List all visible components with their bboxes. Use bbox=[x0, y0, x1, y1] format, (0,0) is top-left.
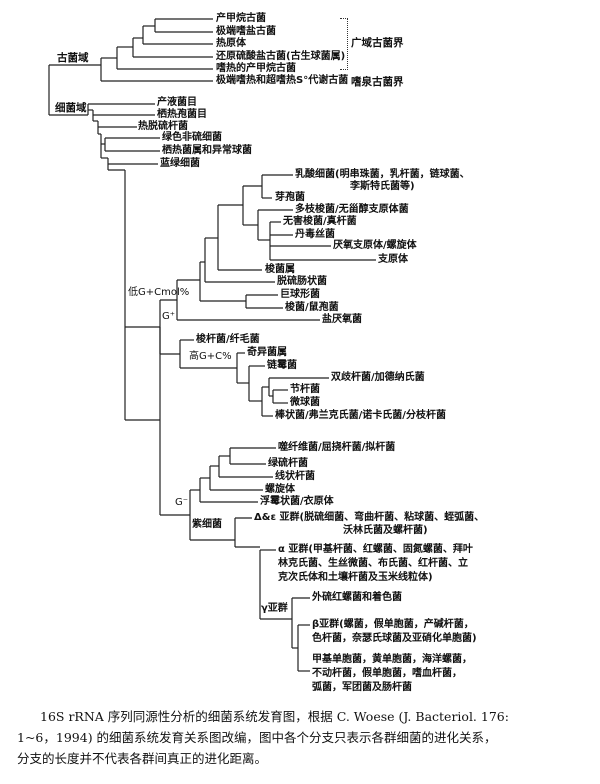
leaf-label: 梭菌属 bbox=[265, 264, 295, 275]
kingdom-bracket bbox=[340, 18, 348, 70]
figure-caption: 16S rRNA 序列同源性分析的细菌系统发育图，根据 C. Woese (J.… bbox=[17, 706, 587, 769]
gram-negative-label: G⁻ bbox=[175, 497, 189, 508]
high-gc-label: 高G+C% bbox=[189, 351, 232, 362]
leaf-label: 栖热菌属和异常球菌 bbox=[162, 145, 252, 156]
leaf-label: 浮霉状菌/衣原体 bbox=[260, 496, 334, 507]
leaf-label: 多枝梭菌/无甾醇支原体菌 bbox=[295, 204, 409, 215]
leaf-label: 甲基单胞菌，黄单胞菌，海洋螺菌， bbox=[312, 654, 472, 665]
leaf-label: 沃林氏菌及螺杆菌) bbox=[343, 525, 428, 536]
leaf-label: 弧菌，军团菌及肠杆菌 bbox=[312, 682, 412, 693]
caption-line: 1~6，1994) 的细菌系统发育关系图改编，图中各个分支只表示各群细菌的进化关… bbox=[17, 730, 497, 745]
low-gc-label: 低G+Cmol% bbox=[128, 287, 190, 298]
kingdom-label: 嗜泉古菌界 bbox=[351, 76, 404, 88]
leaf-label: 丹毒丝菌 bbox=[295, 229, 335, 240]
leaf-label: 嗜热的产甲烷古菌 bbox=[216, 63, 296, 74]
leaf-label: 巨球形菌 bbox=[280, 289, 320, 300]
leaf-label: β亚群(螺菌，假单胞菌，产碱杆菌， bbox=[312, 619, 474, 630]
bacteria-domain-label: 细菌域 bbox=[55, 102, 87, 114]
leaf-label: 还原硫酸盐古菌(古生球菌属) bbox=[216, 51, 346, 62]
leaf-label: 节杆菌 bbox=[290, 384, 320, 395]
leaf-label: 噬纤维菌/屈挠杆菌/拟杆菌 bbox=[278, 442, 396, 453]
leaf-label: 盐厌氧菌 bbox=[322, 314, 362, 325]
leaf-label: 李斯特氏菌等) bbox=[350, 181, 415, 192]
leaf-label: 栖热孢菌目 bbox=[157, 109, 207, 120]
leaf-label: 线状杆菌 bbox=[275, 471, 315, 482]
leaf-label: 产甲烷古菌 bbox=[216, 13, 266, 24]
kingdom-label: 广域古菌界 bbox=[351, 37, 404, 49]
leaf-label: 产液菌目 bbox=[157, 97, 197, 108]
leaf-label: 色杆菌，奈瑟氏球菌及亚硝化单胞菌) bbox=[312, 633, 477, 644]
leaf-label: 芽孢菌 bbox=[275, 192, 305, 203]
leaf-label: 蓝绿细菌 bbox=[160, 158, 200, 169]
archaea-domain-label: 古菌域 bbox=[57, 52, 89, 64]
leaf-label: 不动杆菌，假单胞菌，嗜血杆菌， bbox=[312, 668, 462, 679]
leaf-label: 奇异菌属 bbox=[247, 347, 287, 358]
leaf-label: 棒状菌/弗兰克氏菌/诺卡氏菌/分枝杆菌 bbox=[275, 410, 446, 421]
leaf-label: 链霉菌 bbox=[267, 360, 297, 371]
leaf-label: 双歧杆菌/加德纳氏菌 bbox=[331, 372, 425, 383]
leaf-label: 绿色非硫细菌 bbox=[162, 132, 222, 143]
leaf-label: 极端嗜盐古菌 bbox=[216, 26, 276, 37]
leaf-label: 螺旋体 bbox=[265, 484, 295, 495]
leaf-label: 绿硫杆菌 bbox=[268, 458, 308, 469]
caption-line: 分支的长度并不代表各群间真正的进化距离。 bbox=[17, 751, 268, 766]
leaf-label: 极端嗜热和超嗜热S°代谢古菌 bbox=[216, 75, 349, 86]
caption-line: 16S rRNA 序列同源性分析的细菌系统发育图，根据 C. Woese (J.… bbox=[40, 709, 509, 724]
leaf-label: 支原体 bbox=[378, 254, 408, 265]
leaf-label: 克次氏体和土壤杆菌及玉米线粒体) bbox=[278, 572, 433, 583]
leaf-label: 梭菌/鼠孢菌 bbox=[285, 302, 339, 313]
leaf-label: α 亚群(甲基杆菌、红螺菌、固氮螺菌、拜叶 bbox=[278, 544, 473, 555]
purple-bacteria-label: 紫细菌 bbox=[192, 519, 222, 530]
leaf-label: 热脱硫杆菌 bbox=[138, 121, 188, 132]
leaf-label: 无害梭菌/真杆菌 bbox=[283, 216, 357, 227]
leaf-label: 脱硫肠状菌 bbox=[277, 276, 327, 287]
leaf-label: 微球菌 bbox=[290, 397, 320, 408]
leaf-label: 梭杆菌/纤毛菌 bbox=[196, 334, 260, 345]
leaf-label: 外硫红螺菌和着色菌 bbox=[312, 592, 402, 603]
leaf-label: 乳酸细菌(明串珠菌，乳杆菌，链球菌、 bbox=[295, 169, 470, 180]
phylogenetic-tree-lines bbox=[48, 18, 376, 672]
leaf-label: 厌氧支原体/螺旋体 bbox=[333, 240, 417, 251]
leaf-label: 林克氏菌、生丝微菌、布氏菌、红杆菌、立 bbox=[278, 558, 468, 569]
leaf-label: 热原体 bbox=[216, 38, 246, 49]
gamma-label: γ亚群 bbox=[261, 603, 288, 614]
gram-positive-label: G⁺ bbox=[162, 311, 176, 322]
leaf-label: Δ&ε 亚群(脱硫细菌、弯曲杆菌、粘球菌、蛭弧菌、 bbox=[254, 512, 485, 523]
